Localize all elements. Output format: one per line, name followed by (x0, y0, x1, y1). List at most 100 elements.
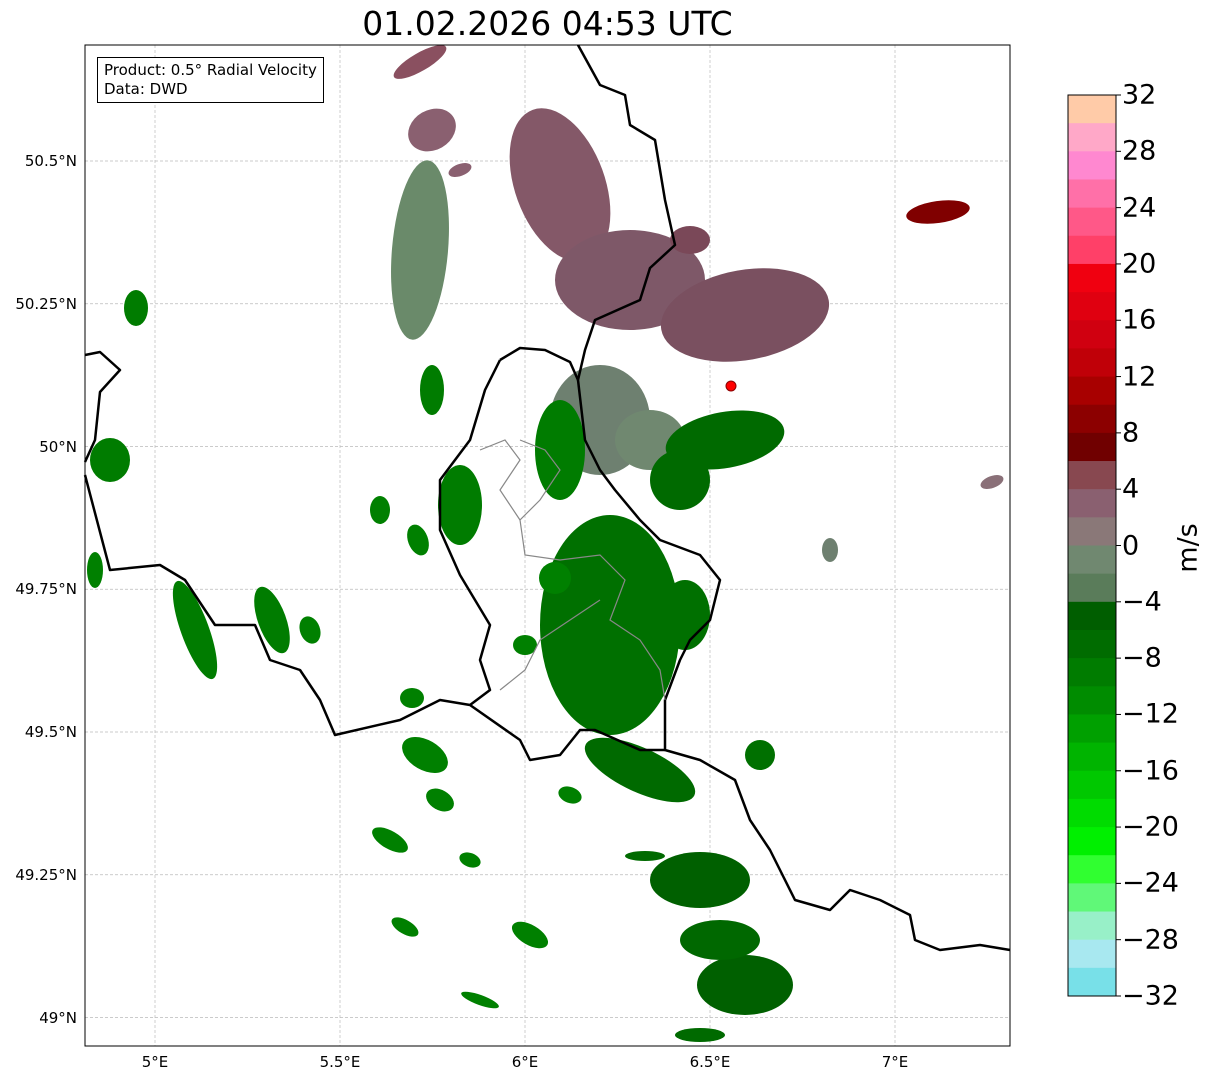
data-source-label: Data: DWD (104, 80, 188, 98)
colorbar-segment (1068, 95, 1116, 124)
radar-echoes (87, 45, 1004, 1042)
y-tick-label: 49.25°N (15, 865, 77, 884)
radar-echo (906, 200, 970, 224)
plot-title: 01.02.2026 04:53 UTC (362, 4, 733, 43)
colorbar-tick-label: 16 (1122, 304, 1157, 336)
radar-echo (509, 108, 611, 262)
colorbar-segment (1068, 461, 1116, 490)
colorbar-segment (1068, 601, 1116, 631)
colorbar (1067, 94, 1121, 997)
radar-echo (391, 917, 419, 937)
radar-echo (254, 586, 290, 654)
colorbar-segment (1068, 404, 1116, 434)
colorbar-tick-label: 4 (1122, 473, 1140, 505)
radar-echo (408, 108, 456, 152)
radar-echo (539, 562, 571, 594)
admin-border (479, 439, 521, 521)
colorbar-tick-label: −12 (1122, 698, 1179, 730)
y-tick-label: 49.75°N (15, 580, 77, 599)
admin-border (499, 599, 601, 691)
colorbar-segment (1068, 489, 1116, 518)
colorbar-tick-label: −4 (1122, 586, 1162, 618)
colorbar-tick-label: 32 (1122, 79, 1157, 111)
admin-borders (479, 439, 666, 701)
radar-echo (372, 827, 408, 853)
admin-border (519, 439, 666, 701)
x-tick-label: 6°E (511, 1053, 539, 1071)
radar-echo (650, 450, 710, 510)
colorbar-segment (1068, 629, 1116, 659)
x-tick-label: 5.5°E (319, 1053, 361, 1071)
y-tick-label: 49°N (39, 1008, 77, 1027)
country-borders (83, 44, 1011, 952)
colorbar-segment (1068, 376, 1116, 406)
colorbar-segment (1068, 883, 1116, 913)
colorbar-tick-label: 28 (1122, 135, 1157, 167)
colorbar-segment (1068, 517, 1116, 546)
colorbar-segment (1068, 320, 1116, 349)
country-border (438, 359, 502, 706)
colorbar-tick-label: −20 (1122, 811, 1179, 843)
y-tick-label: 50°N (39, 437, 77, 456)
radar-echo (513, 635, 537, 655)
radar-echo (299, 616, 321, 644)
radar-echo (745, 740, 775, 770)
colorbar-segment (1068, 686, 1116, 715)
colorbar-segment (1068, 827, 1116, 856)
radar-echo (540, 515, 680, 735)
colorbar-segment (1068, 770, 1116, 800)
radar-echo (558, 786, 582, 804)
radar-echo (420, 365, 444, 415)
radar-echo (172, 580, 218, 680)
radar-echo (670, 226, 710, 254)
colorbar-segment (1068, 235, 1116, 265)
country-border (83, 474, 665, 762)
colorbar-segment (1068, 573, 1116, 603)
radar-echo (87, 552, 103, 588)
radar-echo (660, 268, 830, 362)
x-tick-label: 5°E (141, 1053, 169, 1071)
radar-echo (402, 736, 448, 774)
radar-echo (400, 688, 424, 708)
country-border (83, 350, 122, 463)
y-tick-label: 50.25°N (15, 294, 77, 313)
radar-echo (822, 538, 838, 562)
radar-echo (535, 400, 585, 500)
radar-echo (90, 438, 130, 482)
x-tick-label: 7°E (881, 1053, 909, 1071)
country-border (576, 44, 1011, 952)
colorbar-tick-label: −16 (1122, 755, 1179, 787)
info-box: Product: 0.5° Radial Velocity Data: DWD (97, 57, 324, 103)
colorbar-tick-label: −28 (1122, 924, 1179, 956)
radar-echo (680, 920, 760, 960)
radar-echo (675, 1028, 725, 1042)
colorbar-tick-label: 0 (1122, 530, 1140, 561)
radar-echo (461, 991, 499, 1009)
colorbar-segment (1068, 263, 1116, 293)
colorbar-segment (1068, 798, 1116, 828)
y-tick-label: 50.5°N (24, 152, 77, 170)
radar-echo (625, 851, 665, 861)
colorbar-tick-label: −24 (1122, 867, 1179, 899)
radar-echo (438, 465, 482, 545)
radar-echo (511, 921, 549, 949)
y-tick-label: 49.5°N (24, 723, 77, 741)
radar-site-marker (725, 380, 737, 392)
radar-echo (555, 230, 705, 330)
colorbar-tick-label: 8 (1122, 417, 1140, 449)
colorbar-tick-label: −8 (1122, 642, 1162, 674)
radar-echo (370, 496, 390, 524)
colorbar-segment (1068, 658, 1116, 687)
colorbar-segment (1068, 207, 1116, 237)
radar-echo (660, 580, 710, 650)
product-label: Product: 0.5° Radial Velocity (104, 61, 317, 79)
colorbar-segment (1068, 967, 1116, 997)
colorbar-tick-label: 12 (1122, 361, 1157, 393)
colorbar-tick-label: 20 (1122, 248, 1157, 280)
radar-echo (650, 852, 750, 908)
country-border (499, 346, 580, 381)
colorbar-segment (1068, 179, 1116, 209)
colorbar-segment (1068, 714, 1116, 744)
colorbar-segment (1068, 545, 1116, 575)
